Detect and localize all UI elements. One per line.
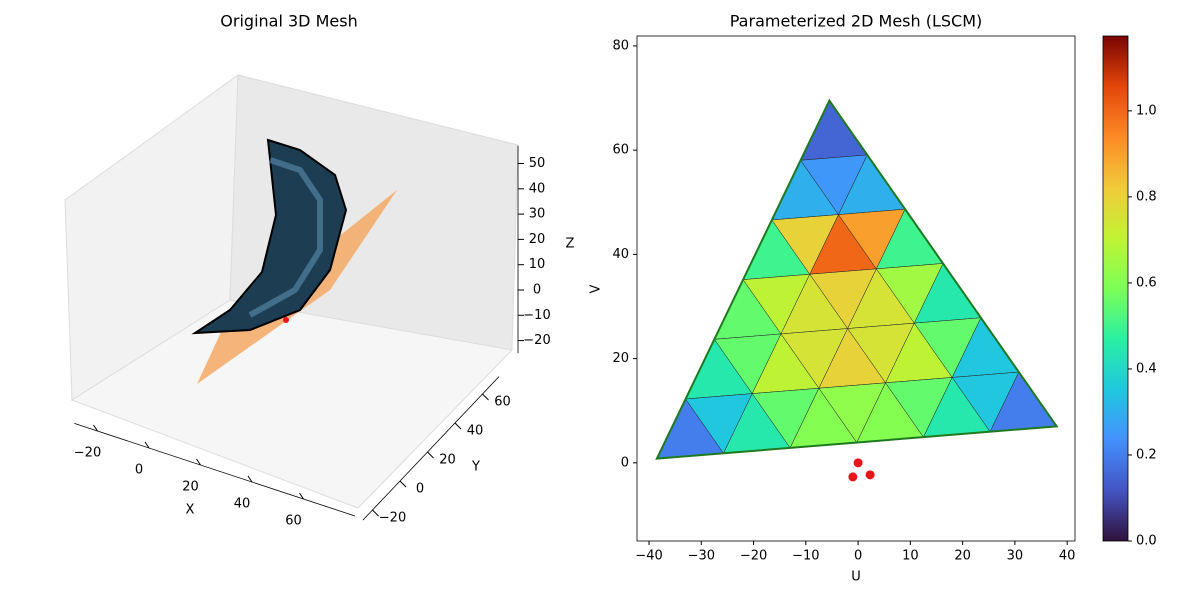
panes-3d bbox=[64, 73, 519, 509]
tick-label: 60 bbox=[494, 395, 511, 410]
tick-label: 0 bbox=[416, 482, 424, 497]
tick-mark bbox=[247, 475, 253, 483]
tick-label: 20 bbox=[439, 453, 456, 468]
tick-label: 40 bbox=[234, 497, 251, 512]
x-axis-label: U bbox=[851, 570, 861, 585]
x-tick-label: −40 bbox=[635, 549, 662, 564]
tick-mark bbox=[299, 492, 304, 500]
x-tick-label: 0 bbox=[854, 549, 862, 564]
y-tick-label: 40 bbox=[612, 247, 629, 262]
x-tick-label: 40 bbox=[1059, 549, 1076, 564]
tick-label: 10 bbox=[529, 257, 546, 272]
tick-label: −20 bbox=[379, 511, 406, 526]
tick-label: 0 bbox=[533, 283, 541, 298]
plot-frame bbox=[636, 35, 1076, 542]
axis-line bbox=[362, 376, 500, 521]
x-tick-label: −20 bbox=[740, 549, 767, 564]
x-tick-label: −10 bbox=[792, 549, 819, 564]
y-tick-label: 80 bbox=[612, 38, 629, 53]
tick-mark bbox=[427, 451, 434, 459]
axis-line bbox=[74, 422, 356, 517]
x-tick-label: 20 bbox=[954, 549, 971, 564]
chart-title: Parameterized 2D Mesh (LSCM) bbox=[730, 12, 983, 31]
axis-label: X bbox=[186, 503, 195, 518]
colorbar-tick-label: 1.0 bbox=[1136, 103, 1157, 118]
tick-mark bbox=[482, 393, 489, 401]
surface bbox=[191, 138, 348, 335]
tick-label: −20 bbox=[74, 446, 101, 461]
y-tick-label: 20 bbox=[612, 351, 629, 366]
point bbox=[853, 458, 863, 468]
point bbox=[865, 470, 875, 480]
y-axis-label: V bbox=[589, 284, 604, 293]
point-3d bbox=[283, 317, 289, 323]
colorbar-tick-label: 0.6 bbox=[1136, 275, 1157, 290]
x-tick-label: 30 bbox=[1007, 549, 1024, 564]
tick-label: 60 bbox=[285, 514, 302, 529]
tick-label: −20 bbox=[523, 333, 550, 348]
tick-label: −10 bbox=[523, 308, 550, 323]
colorbar bbox=[1102, 35, 1129, 542]
point bbox=[848, 472, 858, 482]
tick-mark bbox=[144, 441, 150, 449]
mesh-cell bbox=[800, 100, 868, 161]
tick-mark bbox=[454, 422, 462, 430]
colorbar-tick-label: 0.2 bbox=[1136, 447, 1157, 462]
tick-mark bbox=[196, 458, 201, 466]
pane bbox=[70, 299, 514, 509]
axis-label: Z bbox=[566, 237, 575, 252]
tick-label: 50 bbox=[529, 156, 546, 171]
colorbar-tick-label: 0.0 bbox=[1136, 534, 1157, 549]
tick-label: 30 bbox=[529, 207, 546, 222]
outline bbox=[655, 98, 1059, 460]
y-tick-label: 0 bbox=[621, 455, 629, 470]
tick-label: 20 bbox=[529, 232, 546, 247]
tick-mark bbox=[93, 424, 98, 432]
tick-label: 20 bbox=[182, 480, 199, 495]
tick-label: 40 bbox=[529, 181, 546, 196]
tick-label: 40 bbox=[467, 424, 484, 439]
colorbar-tick-label: 0.4 bbox=[1136, 361, 1157, 376]
x-tick-label: −30 bbox=[688, 549, 715, 564]
colorbar-tick-label: 0.8 bbox=[1136, 189, 1157, 204]
tick-mark bbox=[372, 509, 379, 517]
y-tick-label: 60 bbox=[612, 143, 629, 158]
x-tick-label: 10 bbox=[902, 549, 919, 564]
chart-title: Original 3D Mesh bbox=[220, 12, 357, 31]
charts: Original 3D Mesh −20 0 20 40 60 X −20 0 20 40 60 Y −2… bbox=[74, 12, 1157, 585]
axis-label: Y bbox=[471, 460, 480, 475]
surface-shade bbox=[248, 157, 323, 318]
tick-label: 0 bbox=[135, 463, 143, 478]
tick-mark bbox=[399, 480, 407, 488]
